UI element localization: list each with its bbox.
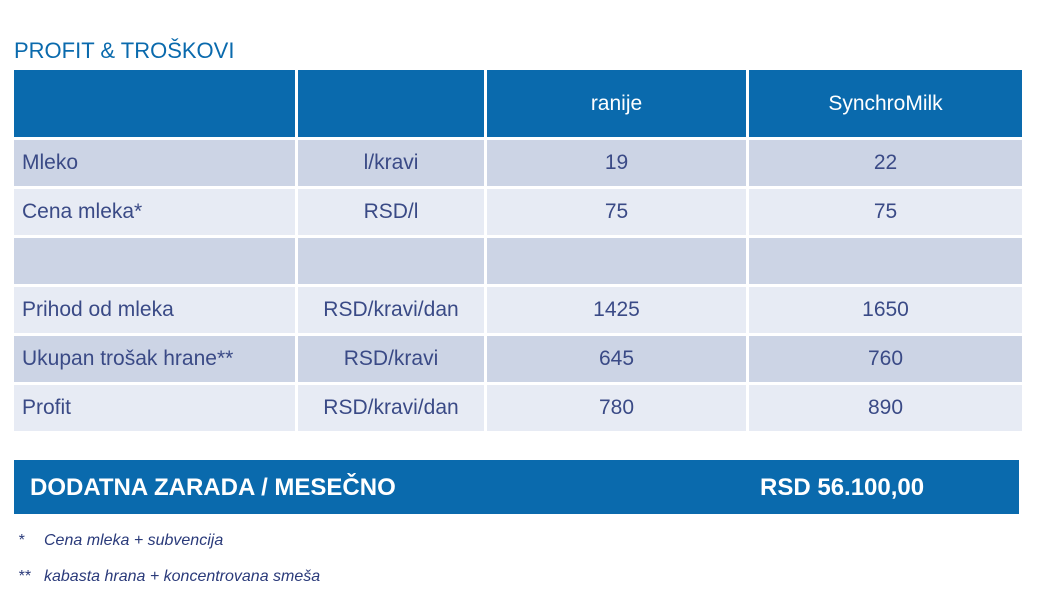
footnote-text: kabasta hrana + koncentrovana smeša — [44, 568, 321, 585]
table-row: Profit RSD/kravi/dan 780 890 — [14, 385, 1022, 431]
header-cell-unit — [298, 70, 484, 137]
header-cell-label — [14, 70, 295, 137]
header-cell-ranije: ranije — [487, 70, 746, 137]
row-value-ranije: 19 — [487, 140, 746, 186]
table-header-row: ranije SynchroMilk — [14, 70, 1022, 137]
footnote-text: Cena mleka + subvencija — [44, 532, 224, 549]
row-label: Cena mleka* — [14, 189, 295, 235]
row-label: Profit — [14, 385, 295, 431]
row-label: Prihod od mleka — [14, 287, 295, 333]
row-value-ranije: 1425 — [487, 287, 746, 333]
row-unit: RSD/kravi/dan — [298, 287, 484, 333]
table-row: Prihod od mleka RSD/kravi/dan 1425 1650 — [14, 287, 1022, 333]
page-title: PROFIT & TROŠKOVI — [14, 38, 235, 63]
footnote: ** kabasta hrana + koncentrovana smeša — [18, 568, 320, 586]
row-value-ranije: 75 — [487, 189, 746, 235]
footnote-mark: ** — [18, 568, 31, 585]
row-unit: RSD/kravi — [298, 336, 484, 382]
row-value-synchromilk — [749, 238, 1022, 284]
row-unit: RSD/l — [298, 189, 484, 235]
row-value-ranije: 780 — [487, 385, 746, 431]
row-value-ranije: 645 — [487, 336, 746, 382]
total-value: RSD 56.100,00 — [760, 474, 925, 501]
row-value-synchromilk: 890 — [749, 385, 1022, 431]
table-row-spacer — [14, 238, 1022, 284]
table-row: Ukupan trošak hrane** RSD/kravi 645 760 — [14, 336, 1022, 382]
profit-table: ranije SynchroMilk Mleko l/kravi 19 22 C… — [11, 67, 1025, 434]
row-value-synchromilk: 75 — [749, 189, 1022, 235]
row-value-synchromilk: 1650 — [749, 287, 1022, 333]
row-unit: RSD/kravi/dan — [298, 385, 484, 431]
header-cell-synchromilk: SynchroMilk — [749, 70, 1022, 137]
table-row: Cena mleka* RSD/l 75 75 — [14, 189, 1022, 235]
row-label — [14, 238, 295, 284]
total-banner: DODATNA ZARADA / MESEČNO RSD 56.100,00 — [14, 460, 1019, 514]
footnote-mark: * — [18, 532, 25, 549]
total-label: DODATNA ZARADA / MESEČNO — [30, 474, 396, 501]
row-unit — [298, 238, 484, 284]
footnote: * Cena mleka + subvencija — [18, 532, 223, 550]
row-value-synchromilk: 760 — [749, 336, 1022, 382]
row-label: Ukupan trošak hrane** — [14, 336, 295, 382]
row-unit: l/kravi — [298, 140, 484, 186]
row-value-ranije — [487, 238, 746, 284]
table-row: Mleko l/kravi 19 22 — [14, 140, 1022, 186]
row-value-synchromilk: 22 — [749, 140, 1022, 186]
row-label: Mleko — [14, 140, 295, 186]
